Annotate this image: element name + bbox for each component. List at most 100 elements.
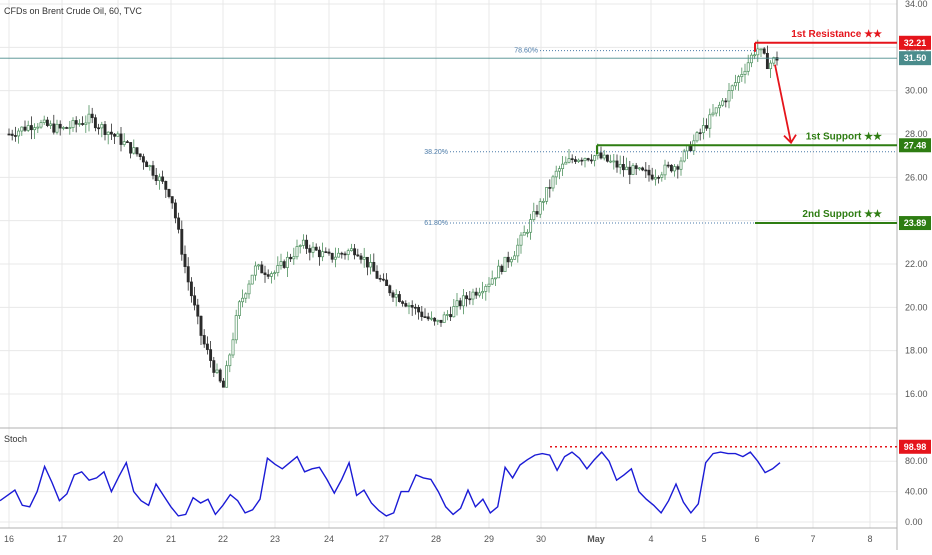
candle-body: [81, 123, 85, 125]
candle-body: [487, 283, 491, 287]
candle-body: [225, 365, 229, 388]
candle-body: [413, 306, 417, 309]
candle-body: [586, 158, 590, 161]
level-label: 1st Support ★★: [806, 131, 882, 142]
candle-body: [20, 126, 24, 132]
candle-body: [129, 142, 133, 154]
candle-body: [113, 133, 117, 137]
forecast-arrow-head: [783, 134, 797, 145]
oscillator-tick-label: 40.00: [905, 487, 928, 497]
oscillator-tick-label: 0.00: [905, 517, 923, 527]
price-tick-label: 30.00: [905, 86, 928, 96]
candle-body: [740, 74, 744, 78]
candle-body: [602, 154, 606, 159]
candle-body: [404, 303, 408, 307]
candle-body: [615, 160, 619, 168]
candle-body: [650, 174, 654, 180]
candle-body: [13, 135, 17, 137]
candle-body: [567, 158, 571, 163]
candle-body: [452, 306, 456, 318]
candle-body: [109, 131, 113, 135]
candle-body: [548, 187, 552, 189]
candle-body: [506, 256, 510, 263]
candle-body: [417, 307, 421, 313]
candle-body: [628, 166, 632, 175]
price-tag: [899, 138, 931, 153]
candle-body: [545, 187, 549, 202]
forecast-arrow: [774, 64, 797, 145]
candle-body: [269, 273, 273, 277]
candle-body: [205, 343, 209, 350]
candle-body: [522, 231, 526, 236]
candle-body: [221, 380, 225, 388]
candle-body: [68, 127, 72, 129]
candle-body: [167, 189, 171, 197]
candle-body: [49, 123, 53, 126]
candle-body: [573, 159, 577, 162]
candle-body: [26, 125, 30, 131]
candle-body: [282, 261, 286, 268]
candle-body: [426, 316, 430, 320]
candle-body: [177, 217, 181, 230]
candle-body: [333, 256, 337, 260]
fibonacci-level-label: 38.20%: [424, 149, 448, 156]
candle-body: [145, 161, 149, 168]
candle-body: [301, 239, 305, 246]
candle-body: [116, 133, 120, 137]
candle-body: [106, 131, 110, 135]
time-tick-label: 4: [648, 534, 653, 544]
candle-body: [481, 291, 485, 294]
candle-body: [657, 176, 661, 179]
candle-body: [263, 272, 267, 275]
price-tick-label: 34.00: [905, 0, 928, 9]
candle-body: [385, 279, 389, 286]
candle-body: [154, 175, 158, 181]
oscillator-title: Stoch: [4, 434, 27, 444]
candle-body: [727, 90, 731, 102]
candle-body: [621, 164, 625, 171]
candle-body: [365, 256, 369, 268]
candle-body: [276, 265, 280, 274]
stochastic-oscillator: [0, 446, 897, 517]
candle-body: [532, 211, 536, 220]
price-tag-label: 23.89: [904, 218, 927, 228]
fibonacci-levels: 78.60% 38.20% 61.80%: [424, 48, 897, 227]
candle-body: [714, 107, 718, 114]
candle-body: [71, 120, 75, 128]
candle-body: [151, 165, 155, 176]
candle-body: [45, 119, 49, 126]
candle-body: [103, 124, 107, 135]
candle-body: [609, 160, 613, 163]
candle-body: [637, 167, 641, 170]
candle-body: [753, 54, 757, 57]
candle-body: [228, 354, 232, 367]
candle-body: [519, 234, 523, 246]
candle-body: [58, 123, 62, 129]
candle-body: [39, 122, 43, 128]
candle-body: [445, 314, 449, 316]
candle-body: [308, 248, 312, 253]
candle-body: [583, 158, 587, 162]
candle-body: [330, 252, 334, 260]
candle-body: [535, 211, 539, 215]
candle-body: [503, 256, 507, 272]
candle-body: [407, 305, 411, 307]
candle-body: [500, 265, 504, 272]
time-tick-label: 24: [324, 534, 334, 544]
candle-body: [775, 57, 779, 61]
time-tick-label: May: [587, 534, 605, 544]
candle-body: [756, 48, 760, 56]
candle-body: [490, 278, 494, 285]
candle-body: [353, 248, 357, 256]
price-tag-label: 31.50: [904, 53, 927, 63]
candle-body: [244, 293, 248, 299]
candle-body: [564, 161, 568, 165]
candle-body: [580, 159, 584, 162]
candle-body: [135, 147, 139, 155]
candle-body: [676, 166, 680, 170]
candle-body: [765, 52, 769, 70]
price-tag-label: 32.21: [904, 38, 927, 48]
candle-body: [557, 168, 561, 172]
candle-body: [161, 176, 165, 182]
candle-body: [772, 57, 776, 64]
